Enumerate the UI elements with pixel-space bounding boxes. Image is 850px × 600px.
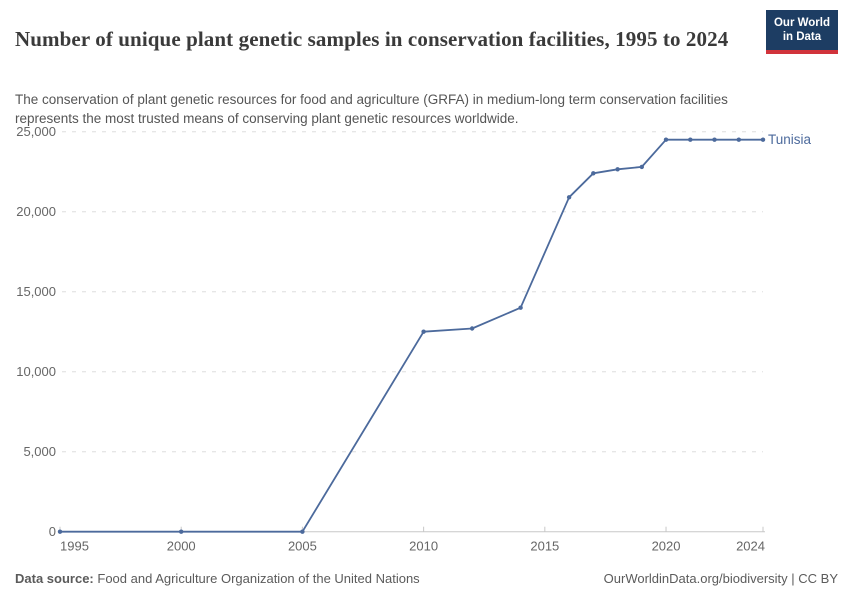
data-point[interactable] bbox=[566, 195, 572, 200]
data-point[interactable] bbox=[179, 529, 184, 534]
y-tick-label: 10,000 bbox=[16, 364, 56, 379]
data-source-label: Data source: bbox=[15, 571, 94, 586]
owid-logo-line1: Our World bbox=[773, 17, 830, 29]
series-label-tunisia[interactable]: Tunisia bbox=[768, 132, 812, 147]
y-tick-label: 25,000 bbox=[16, 124, 56, 139]
data-point[interactable] bbox=[712, 137, 717, 142]
x-tick-label: 2000 bbox=[167, 539, 196, 554]
x-tick-label: 2024 bbox=[736, 539, 765, 554]
x-tick-label: 2020 bbox=[652, 539, 681, 554]
trend-line-tunisia[interactable] bbox=[59, 138, 764, 533]
y-tick-label: 20,000 bbox=[16, 204, 56, 219]
data-point[interactable] bbox=[300, 529, 305, 534]
y-tick-label: 15,000 bbox=[16, 284, 56, 299]
data-point[interactable] bbox=[736, 137, 741, 142]
owid-logo[interactable]: Our World in Data bbox=[765, 10, 838, 54]
data-point[interactable] bbox=[591, 171, 596, 176]
data-point[interactable] bbox=[469, 326, 475, 331]
data-point[interactable] bbox=[518, 305, 523, 310]
y-tick-label: 5,000 bbox=[23, 444, 56, 459]
data-source-value: Food and Agriculture Organization of the… bbox=[97, 571, 420, 586]
x-tick-label: 2010 bbox=[409, 539, 438, 554]
x-tick-label: 2005 bbox=[288, 539, 317, 554]
data-point[interactable] bbox=[57, 529, 63, 534]
chart-canvas: 0 5,000 10,000 15,000 20,000 25,000 1995 2000 20… bbox=[16, 124, 812, 554]
x-tick-label: 2015 bbox=[530, 539, 559, 554]
data-point[interactable] bbox=[760, 137, 766, 142]
attribution-link[interactable]: OurWorldinData.org/biodiversity | CC BY bbox=[603, 571, 838, 586]
data-point[interactable] bbox=[639, 164, 644, 170]
data-point[interactable] bbox=[615, 167, 620, 172]
x-tick-label: 1995 bbox=[60, 539, 89, 554]
data-point[interactable] bbox=[688, 137, 693, 142]
data-source: Data source: Food and Agriculture Organi… bbox=[15, 571, 420, 586]
data-point[interactable] bbox=[421, 329, 426, 334]
page-title: Number of unique plant genetic samples i… bbox=[15, 27, 729, 52]
data-point[interactable] bbox=[663, 137, 669, 142]
y-tick-label: 0 bbox=[49, 524, 56, 539]
chart-footer: Data source: Food and Agriculture Organi… bbox=[15, 571, 838, 586]
chart-subtitle: The conservation of plant genetic resour… bbox=[15, 91, 728, 127]
owid-logo-line2: in Data bbox=[782, 31, 822, 44]
